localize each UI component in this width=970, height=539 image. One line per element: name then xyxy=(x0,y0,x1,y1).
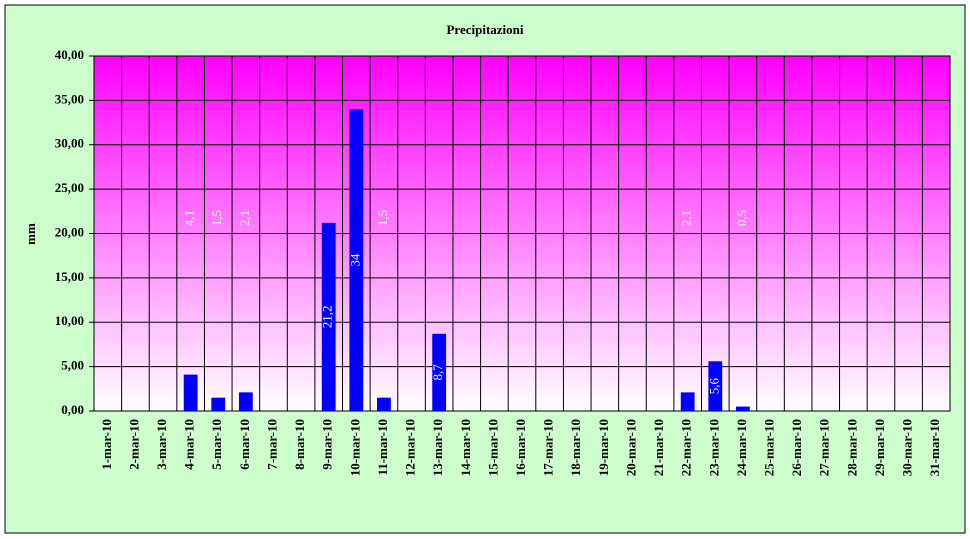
x-tick-label: 27-mar-10 xyxy=(817,419,832,476)
data-label: 8,7 xyxy=(430,364,445,381)
bar xyxy=(321,222,336,411)
y-tick-label: 35,00 xyxy=(55,91,84,106)
data-label: 2,1 xyxy=(237,210,252,226)
x-tick-label: 22-mar-10 xyxy=(679,419,694,476)
x-tick-label: 16-mar-10 xyxy=(513,419,528,476)
bar xyxy=(736,406,750,411)
x-tick-label: 8-mar-10 xyxy=(292,419,307,470)
x-tick-label: 17-mar-10 xyxy=(541,419,556,476)
data-label: 2,1 xyxy=(679,210,694,226)
x-tick-label: 10-mar-10 xyxy=(347,419,362,476)
x-tick-label: 23-mar-10 xyxy=(706,419,721,476)
data-label: 4,1 xyxy=(182,210,197,226)
x-tick-label: 3-mar-10 xyxy=(154,419,169,470)
x-tick-label: 7-mar-10 xyxy=(264,419,279,470)
x-tick-label: 2-mar-10 xyxy=(126,419,141,470)
y-tick-label: 25,00 xyxy=(55,180,84,195)
y-tick-label: 0,00 xyxy=(61,402,84,417)
data-label: 0,5 xyxy=(734,210,749,226)
x-tick-label: 28-mar-10 xyxy=(844,419,859,476)
x-tick-label: 21-mar-10 xyxy=(651,419,666,476)
y-tick-label: 40,00 xyxy=(55,47,84,62)
bar xyxy=(680,392,695,411)
bar xyxy=(377,397,391,411)
y-tick-label: 30,00 xyxy=(55,136,84,151)
x-tick-label: 12-mar-10 xyxy=(403,419,418,476)
data-label: 5,6 xyxy=(706,378,721,395)
bar xyxy=(211,397,226,411)
x-tick-label: 1-mar-10 xyxy=(99,419,114,470)
y-tick-label: 5,00 xyxy=(61,358,84,373)
bar xyxy=(432,333,447,411)
bar xyxy=(349,109,364,411)
data-label: 1,5 xyxy=(209,210,224,226)
x-tick-label: 6-mar-10 xyxy=(237,419,252,470)
x-tick-label: 14-mar-10 xyxy=(458,419,473,476)
x-tick-label: 25-mar-10 xyxy=(762,419,777,476)
x-tick-label: 4-mar-10 xyxy=(182,419,197,470)
y-tick-label: 20,00 xyxy=(55,224,84,239)
chart-title: Precipitazioni xyxy=(446,22,523,37)
x-tick-label: 31-mar-10 xyxy=(927,419,942,476)
bar xyxy=(238,392,253,411)
x-tick-label: 29-mar-10 xyxy=(872,419,887,476)
x-tick-label: 26-mar-10 xyxy=(789,419,804,476)
x-tick-label: 5-mar-10 xyxy=(209,419,224,470)
bar xyxy=(708,361,723,411)
y-tick-label: 10,00 xyxy=(55,313,84,328)
y-axis-label: mm xyxy=(23,223,38,245)
y-tick-label: 15,00 xyxy=(55,269,84,284)
x-tick-label: 11-mar-10 xyxy=(375,419,390,476)
x-tick-label: 20-mar-10 xyxy=(623,419,638,476)
data-label: 34 xyxy=(347,253,362,267)
data-label: 21,2 xyxy=(320,306,335,329)
x-tick-label: 18-mar-10 xyxy=(568,419,583,476)
x-tick-label: 9-mar-10 xyxy=(320,419,335,470)
x-tick-label: 24-mar-10 xyxy=(734,419,749,476)
x-tick-label: 19-mar-10 xyxy=(596,419,611,476)
x-tick-label: 30-mar-10 xyxy=(900,419,915,476)
data-label: 1,5 xyxy=(375,210,390,226)
bar xyxy=(183,374,198,411)
x-tick-label: 15-mar-10 xyxy=(485,419,500,476)
x-tick-label: 13-mar-10 xyxy=(430,419,445,476)
